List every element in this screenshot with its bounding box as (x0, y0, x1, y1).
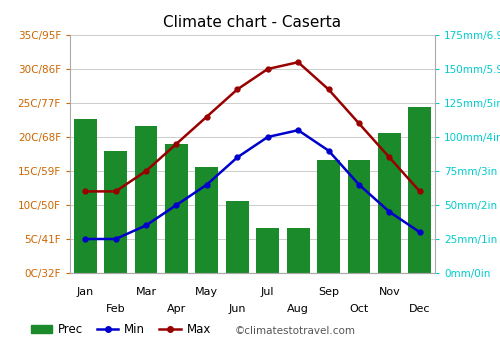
Bar (408, 107, 431, 273)
Text: Apr: Apr (167, 303, 186, 314)
Bar (196, 167, 218, 273)
Text: Sep: Sep (318, 287, 339, 297)
Bar (104, 150, 127, 273)
Text: Oct: Oct (350, 303, 368, 314)
Text: Jan: Jan (76, 287, 94, 297)
Bar (165, 144, 188, 273)
Bar (74, 119, 96, 273)
Bar (317, 160, 340, 273)
Text: Aug: Aug (287, 303, 309, 314)
Text: Dec: Dec (409, 303, 430, 314)
Bar (378, 133, 401, 273)
Text: ©climatestotravel.com: ©climatestotravel.com (235, 326, 356, 336)
Text: Nov: Nov (378, 287, 400, 297)
Title: Climate chart - Caserta: Climate chart - Caserta (164, 15, 342, 30)
Text: Jul: Jul (261, 287, 274, 297)
Text: May: May (196, 287, 218, 297)
Text: Mar: Mar (136, 287, 156, 297)
Text: Jun: Jun (228, 303, 246, 314)
Bar (348, 160, 370, 273)
Bar (256, 228, 279, 273)
Legend: Prec, Min, Max: Prec, Min, Max (26, 318, 216, 341)
Bar (134, 126, 158, 273)
Bar (286, 228, 310, 273)
Bar (226, 201, 248, 273)
Text: Feb: Feb (106, 303, 126, 314)
